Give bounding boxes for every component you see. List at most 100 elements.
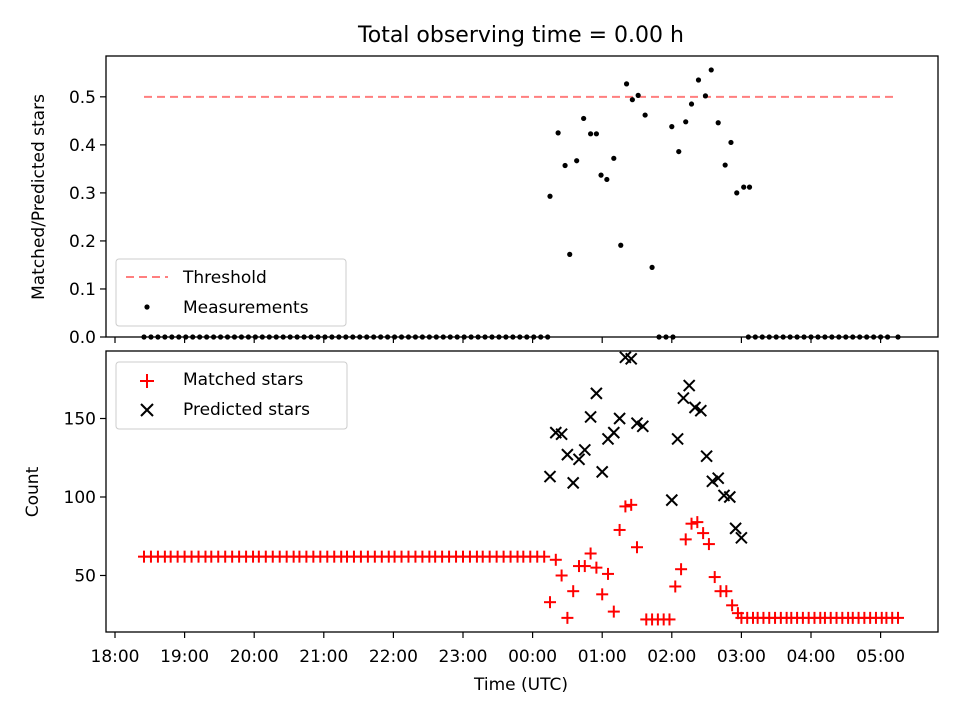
measurement-point <box>676 148 682 155</box>
predicted-point <box>590 387 603 400</box>
predicted-point <box>607 426 621 439</box>
predicted-point <box>688 401 702 414</box>
predicted-point <box>561 448 574 461</box>
predicted-point <box>566 476 580 490</box>
count-y-tick-label: 100 <box>64 488 96 508</box>
measurement-point <box>618 242 624 248</box>
measurement-point <box>715 120 721 126</box>
measurement-point <box>746 184 753 190</box>
measurement-point <box>574 158 580 164</box>
predicted-point <box>694 404 708 417</box>
predicted-point <box>706 475 719 488</box>
predicted-point <box>636 420 650 433</box>
measurement-point <box>635 92 641 98</box>
ratio-plot-frame <box>105 55 939 338</box>
predicted-point <box>711 471 725 485</box>
measurement-point <box>728 139 734 146</box>
measurement-point <box>649 264 655 270</box>
predicted-point <box>723 490 737 504</box>
ratio-y-axis-label: Matched/Predicted stars <box>29 94 49 300</box>
predicted-point <box>613 412 626 425</box>
matched-point <box>679 533 692 546</box>
legend-measurements-label: Measurements <box>183 298 309 318</box>
predicted-point <box>555 427 568 441</box>
matched-point <box>538 550 551 563</box>
matched-point <box>685 517 698 530</box>
measurement-point <box>562 162 568 169</box>
matched-point <box>596 588 609 601</box>
measurement-point <box>688 101 695 107</box>
time-x-tick-label: 00:00 <box>508 647 557 667</box>
predicted-points-layer <box>543 351 748 545</box>
time-x-tick-label: 22:00 <box>369 647 418 667</box>
time-x-tick-label: 02:00 <box>647 647 696 667</box>
time-x-tick-label: 21:00 <box>299 647 348 667</box>
legend-measurements-swatch <box>144 304 150 310</box>
matched-point <box>669 580 682 593</box>
matched-point <box>619 500 632 513</box>
measurement-point <box>567 251 573 257</box>
matched-point <box>691 516 704 529</box>
time-x-tick-label: 20:00 <box>230 647 279 667</box>
matched-point <box>613 523 626 536</box>
measurement-point <box>702 93 709 99</box>
measurement-point <box>604 176 610 183</box>
measurement-point <box>683 119 689 125</box>
matched-point <box>708 571 721 584</box>
ratio-legend: Threshold Measurements <box>115 258 347 327</box>
legend-matched-label: Matched stars <box>183 370 303 390</box>
time-x-tick-label: 03:00 <box>717 647 766 667</box>
ratio-y-tick-label: 0.2 <box>69 232 96 252</box>
predicted-point <box>677 391 690 405</box>
predicted-point <box>595 465 609 479</box>
legend-threshold-label: Threshold <box>182 268 267 288</box>
matched-point <box>675 563 688 576</box>
predicted-point <box>735 531 748 545</box>
measurement-point <box>642 112 648 118</box>
matched-point <box>625 498 638 511</box>
predicted-point <box>572 453 586 466</box>
time-x-tick-label: 19:00 <box>160 647 209 667</box>
matched-point <box>567 585 580 598</box>
ratio-panel: 0.0 0.1 0.2 0.3 0.4 0.5 Matched/Predicted sta… <box>29 55 939 348</box>
predicted-point <box>682 379 696 392</box>
measurement-point <box>611 155 617 161</box>
matched-point <box>561 611 574 624</box>
ratio-y-axis-ticks: 0.0 0.1 0.2 0.3 0.4 0.5 <box>69 88 106 348</box>
matched-point <box>555 569 568 582</box>
measurement-point <box>741 184 747 190</box>
ratio-y-tick-label: 0.1 <box>69 280 96 300</box>
figure-title: Total observing time = 0.00 h <box>357 23 684 48</box>
measurement-point <box>598 172 604 178</box>
matched-point <box>607 605 620 618</box>
ratio-y-tick-label: 0.4 <box>69 136 96 156</box>
measurement-point <box>623 81 630 87</box>
matched-point <box>663 613 676 626</box>
matched-point <box>602 567 614 580</box>
measurement-point <box>555 130 561 136</box>
matched-point <box>578 560 591 573</box>
count-legend: Matched stars Predicted stars <box>115 361 348 430</box>
ratio-y-tick-label: 0.5 <box>69 88 96 108</box>
predicted-point <box>584 410 597 424</box>
count-y-tick-label: 150 <box>64 410 96 430</box>
time-x-tick-label: 23:00 <box>439 647 488 667</box>
count-plot-frame <box>105 350 939 633</box>
matched-point <box>697 527 710 540</box>
measurement-point <box>629 97 635 103</box>
counts-panel: 50 100 150 18:00 19:00 20:00 21:00 22:00 23:00 0… <box>23 350 939 695</box>
measurement-point <box>722 162 728 168</box>
measurement-point <box>734 190 740 196</box>
matched-point <box>631 541 643 554</box>
ratio-y-tick-label: 0.3 <box>69 184 96 204</box>
measurement-point <box>588 131 594 137</box>
predicted-point <box>729 522 742 535</box>
matched-point <box>702 538 715 551</box>
measurement-point <box>581 115 587 122</box>
time-x-axis-ticks: 18:00 19:00 20:00 21:00 22:00 23:00 00:00 01:00… <box>91 632 905 667</box>
matched-point <box>720 585 733 598</box>
legend-predicted-label: Predicted stars <box>183 400 310 420</box>
matched-point <box>544 596 556 609</box>
legend-matched-swatch <box>140 374 154 388</box>
